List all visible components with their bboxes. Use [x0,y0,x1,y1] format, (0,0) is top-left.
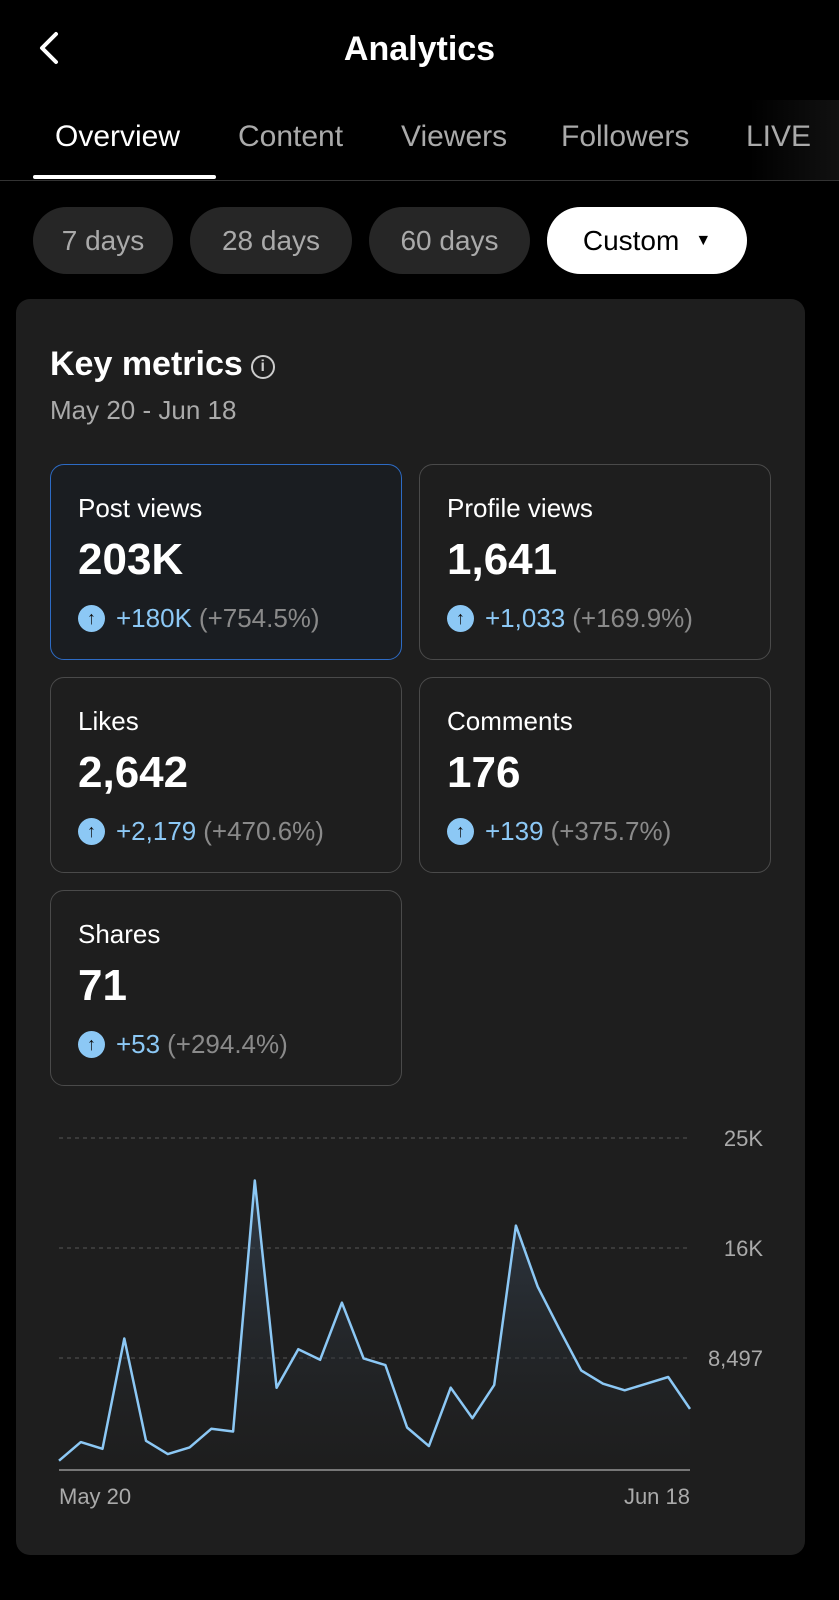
metric-label: Likes [78,706,139,736]
y-tick-label: 16K [724,1236,763,1261]
metric-likes[interactable]: Likes 2,642 ↑ +2,179 (+470.6%) [50,677,402,873]
metric-profile-views[interactable]: Profile views 1,641 ↑ +1,033 (+169.9%) [419,464,771,660]
tab-overview[interactable]: Overview [55,120,181,153]
metric-percent: (+754.5%) [198,603,320,633]
arrow-up-icon: ↑ [447,605,474,632]
tab-followers[interactable]: Followers [561,120,690,153]
header: Analytics [0,0,839,100]
range-custom-dropdown[interactable]: Custom ▼ [547,207,747,274]
tab-viewers[interactable]: Viewers [401,120,508,153]
metric-label: Comments [447,706,573,736]
metric-change: +180K [116,603,192,633]
metric-percent: (+375.7%) [550,816,672,846]
range-28-days[interactable]: 28 days [190,207,352,274]
metric-label: Post views [78,493,203,523]
metric-change: +53 [116,1029,161,1059]
chart-area [59,1180,690,1470]
metric-change: +2,179 [116,816,197,846]
metric-shares[interactable]: Shares 71 ↑ +53 (+294.4%) [50,890,402,1086]
arrow-up-icon: ↑ [447,818,474,845]
range-7-days[interactable]: 7 days [33,207,173,274]
y-tick-label: 25K [724,1126,763,1151]
metric-comments[interactable]: Comments 176 ↑ +139 (+375.7%) [419,677,771,873]
metric-value: 2,642 [78,748,189,797]
y-tick-label: 8,497 [708,1346,763,1371]
metric-percent: (+470.6%) [203,816,324,846]
metric-change: +1,033 [485,603,566,633]
caret-down-icon: ▼ [695,231,712,249]
info-icon[interactable]: i [250,355,275,379]
metric-value: 71 [78,961,127,1010]
arrow-up-icon: ↑ [78,1031,105,1058]
tab-fade [749,100,839,180]
metric-change: +139 [485,816,544,846]
chart-line [58,1179,692,1462]
arrow-up-icon: ↑ [78,818,105,845]
metric-post-views[interactable]: Post views 203K ↑ +180K (+754.5%) [50,464,402,660]
metric-percent: (+169.9%) [572,603,693,633]
x-label-start: May 20 [59,1484,131,1509]
back-arrow-icon[interactable] [30,28,70,68]
tab-live[interactable]: LIVE [746,120,812,153]
key-metrics-heading: Key metrics i [50,345,275,384]
date-range: May 20 - Jun 18 [50,395,237,425]
metric-percent: (+294.4%) [167,1029,288,1059]
metric-value: 1,641 [447,535,558,584]
range-custom-label: Custom [582,224,680,256]
x-label-end: Jun 18 [624,1484,690,1509]
metric-label: Profile views [447,493,593,523]
range-60-days[interactable]: 60 days [369,207,530,274]
metric-value: 176 [447,748,521,797]
active-tab-indicator [33,175,216,179]
metric-value: 203K [78,535,184,584]
tab-bar: Overview Content Viewers Followers LIVE [0,100,839,181]
key-metrics-card: Key metrics i May 20 - Jun 18 Post views … [16,299,805,1555]
tab-content[interactable]: Content [238,120,344,153]
metric-label: Shares [78,919,161,949]
arrow-up-icon: ↑ [78,605,105,632]
page-title: Analytics [343,30,496,68]
post-views-chart: 25K 16K 8,497 May 20 Jun 18 [58,1126,763,1509]
key-metrics-title: Key metrics [50,345,243,383]
